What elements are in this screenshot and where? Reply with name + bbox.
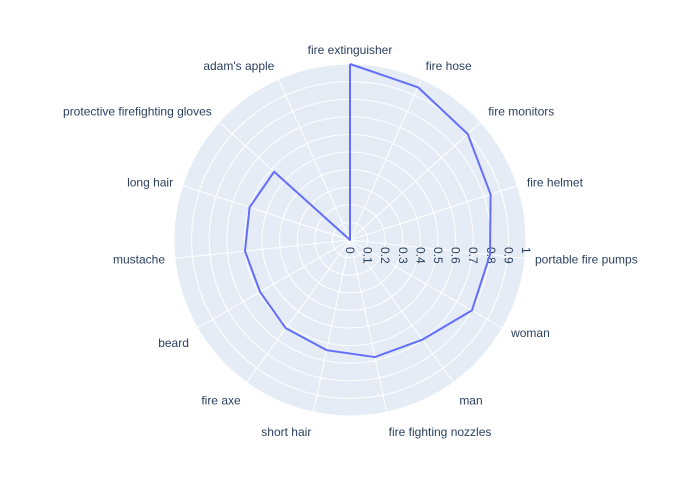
angular-category-label: short hair [261, 425, 311, 439]
angular-category-label: long hair [127, 176, 173, 190]
angular-gridline [277, 79, 351, 241]
angular-gridline [349, 121, 482, 241]
angular-gridline [349, 239, 526, 259]
angular-gridline [174, 239, 351, 259]
angular-category-label: beard [158, 336, 189, 350]
angular-gridline [349, 239, 388, 413]
radial-tick-label: 0.7 [466, 247, 480, 264]
angular-category-label: woman [510, 326, 550, 340]
angular-gridline [197, 239, 351, 329]
radial-tick-label: 0.4 [413, 247, 427, 264]
angular-category-label: mustache [113, 252, 165, 266]
angular-category-label: fire extinguisher [308, 43, 393, 57]
radial-tick-label: 1 [519, 247, 533, 254]
angular-category-label: adam's apple [203, 59, 274, 73]
angular-category-labels: fire extinguisher fire hose fire monitors f… [63, 43, 638, 439]
angular-gridline [246, 239, 351, 383]
series-line [243, 63, 492, 359]
angular-gridline [349, 79, 423, 241]
angular-gridline [349, 239, 454, 383]
angular-category-label: protective firefighting gloves [63, 105, 212, 119]
angular-category-label: fire hose [426, 59, 472, 73]
angular-category-label: man [459, 393, 482, 407]
radial-tick-label: 0.3 [396, 247, 410, 264]
angular-category-label: fire helmet [527, 176, 584, 190]
angular-category-label: fire monitors [488, 105, 554, 119]
radial-tick-label: 0 [343, 247, 357, 254]
radial-tick-label: 0.9 [501, 247, 515, 264]
angular-category-label: portable fire pumps [535, 252, 638, 266]
radial-tick-label: 0.6 [449, 247, 463, 264]
angular-gridline [182, 185, 351, 241]
angular-gridline [349, 185, 518, 241]
angular-gridline [349, 239, 503, 329]
radial-tick-labels: 0 0.1 0.2 0.3 0.4 0.5 0.6 0.7 0.8 0.9 1 [343, 247, 533, 264]
angular-gridline [312, 239, 351, 413]
radial-tick-label: 0.5 [431, 247, 445, 264]
radial-tick-label: 0.2 [378, 247, 392, 264]
radial-tick-label: 0.1 [361, 247, 375, 264]
angular-category-label: fire axe [201, 393, 241, 407]
angular-gridlines [174, 64, 526, 413]
angular-category-label: fire fighting nozzles [389, 425, 492, 439]
